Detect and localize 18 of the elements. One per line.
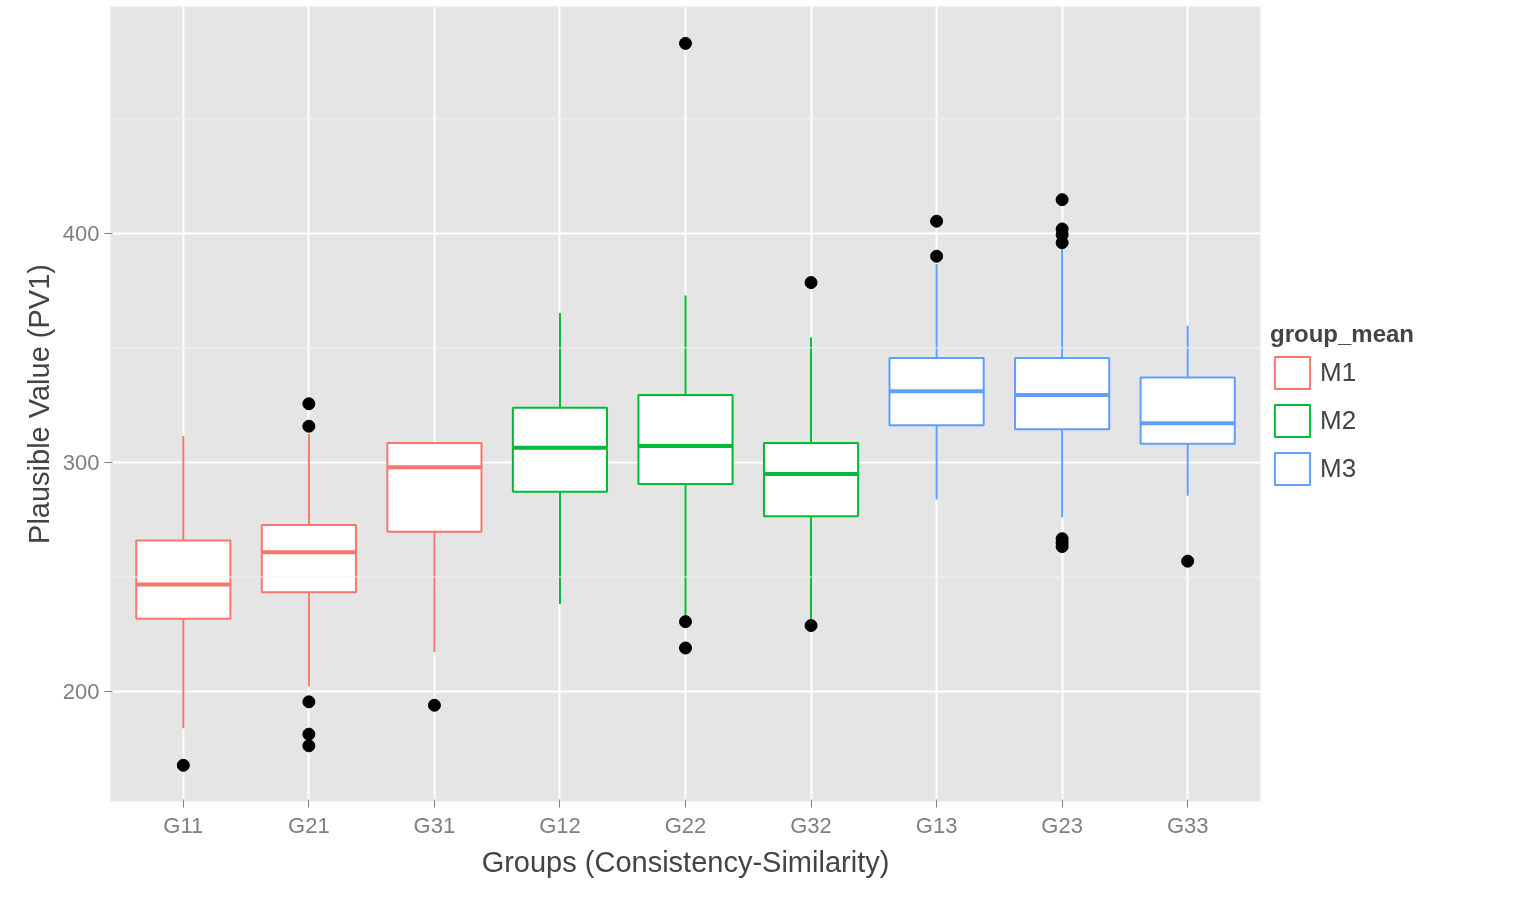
legend-label: M1 <box>1320 356 1357 388</box>
x-tick-label: G21 <box>288 812 330 838</box>
x-tick-label: G33 <box>1166 812 1209 838</box>
y-axis-title: Plausible Value (PV1) <box>22 264 55 544</box>
y-tick-label: 300 <box>62 449 100 475</box>
legend-label: M3 <box>1320 452 1357 484</box>
x-tick-label: G23 <box>1041 812 1083 838</box>
x-axis-title: Groups (Consistency-Similarity) <box>481 845 890 878</box>
x-tick-label: G12 <box>539 812 581 838</box>
x-tick-label: G22 <box>664 812 707 838</box>
x-tick-label: G32 <box>790 812 832 838</box>
x-tick-label: G11 <box>163 812 204 838</box>
legend-label: M2 <box>1320 404 1357 436</box>
x-tick-label: G13 <box>915 812 958 838</box>
legend-title: group_mean <box>1270 319 1415 347</box>
x-tick-label: G31 <box>413 812 456 838</box>
y-tick-label: 400 <box>62 220 100 246</box>
y-tick-label: 200 <box>62 679 100 705</box>
